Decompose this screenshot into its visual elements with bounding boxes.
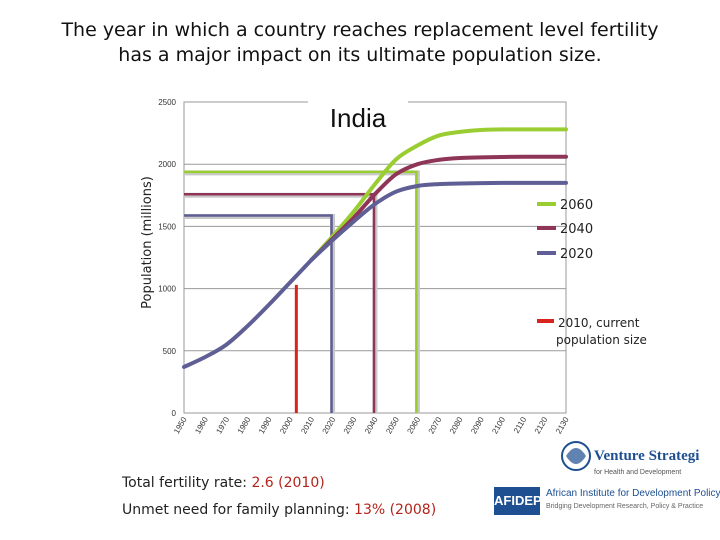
chart-title-backdrop: [308, 98, 408, 134]
historical-line: [182, 257, 314, 369]
x-tick-label: 2090: [469, 415, 486, 435]
x-tick-label: 1970: [214, 415, 231, 435]
tfr-label: Total fertility rate:: [122, 475, 247, 491]
series-line-2060: [309, 127, 568, 262]
fertility-stats: Total fertility rate: 2.6 (2010) Unmet n…: [122, 470, 436, 524]
x-tick-label: 2110: [512, 415, 529, 435]
x-tick-label: 2060: [405, 415, 422, 435]
marker-2020: [184, 214, 333, 413]
y-axis-label: Population (millions): [140, 176, 155, 309]
afidep-tagline: Bridging Development Research, Policy & …: [546, 503, 704, 510]
afidep-abbr: AFIDEP: [494, 487, 542, 515]
series-line-2020: [309, 180, 568, 262]
legend-label-2020: 2020: [560, 247, 593, 262]
y-tick-label: 2500: [158, 98, 176, 107]
x-tick-label: 2100: [490, 415, 507, 435]
x-tick-label: 2070: [427, 415, 444, 435]
y-tick-label: 2000: [158, 160, 176, 169]
venture-strategies-logo: Venture Strategies for Health and Develo…: [561, 441, 700, 476]
y-tick-label: 0: [172, 409, 177, 418]
x-tick-label: 2120: [533, 415, 550, 435]
venture-logo-line-1: Venture Strategies: [594, 448, 700, 464]
y-tick-label: 1500: [158, 222, 176, 231]
marker-shadow-2060: [184, 170, 420, 413]
series-line-2040: [309, 154, 568, 262]
unmet-need-label: Unmet need for family planning:: [122, 502, 350, 518]
marker-2060: [184, 170, 418, 413]
legend-label-current-line-1: 2010, current: [558, 316, 640, 330]
tfr-value: 2.6 (2010): [251, 475, 325, 491]
unmet-need-value: 13% (2008): [354, 502, 437, 518]
slide-title-line-1: The year in which a country reaches repl…: [61, 19, 659, 41]
legend-label-current-line-2: population size: [556, 333, 647, 347]
x-tick-label: 1950: [172, 415, 189, 435]
venture-logo-line-2: for Health and Development: [594, 469, 681, 476]
afidep-logo: AFIDEP African Institute for Development…: [494, 487, 720, 517]
x-tick-label: 2020: [321, 415, 338, 435]
x-tick-label: 2030: [342, 415, 359, 435]
legend-label-2060: 2060: [560, 198, 593, 213]
x-tick-label: 1960: [193, 415, 210, 435]
y-tick-label: 1000: [158, 285, 176, 294]
x-tick-label: 2050: [384, 415, 401, 435]
x-tick-label: 1990: [257, 415, 274, 435]
afidep-name: African Institute for Development Policy: [546, 488, 720, 499]
slide-title: The year in which a country reaches repl…: [0, 18, 720, 68]
tfr-row: Total fertility rate: 2.6 (2010): [122, 470, 436, 497]
x-tick-label: 2000: [278, 415, 295, 435]
x-tick-label: 2080: [448, 415, 465, 435]
legend-label-2040: 2040: [560, 222, 593, 237]
slide-title-line-2: has a major impact on its ultimate popul…: [118, 44, 602, 66]
x-tick-label: 1980: [236, 415, 253, 435]
x-tick-label: 2010: [299, 415, 316, 435]
chart-title: India: [330, 103, 387, 133]
unmet-need-row: Unmet need for family planning: 13% (200…: [122, 497, 436, 524]
y-tick-label: 500: [163, 347, 177, 356]
x-tick-label: 2040: [363, 415, 380, 435]
